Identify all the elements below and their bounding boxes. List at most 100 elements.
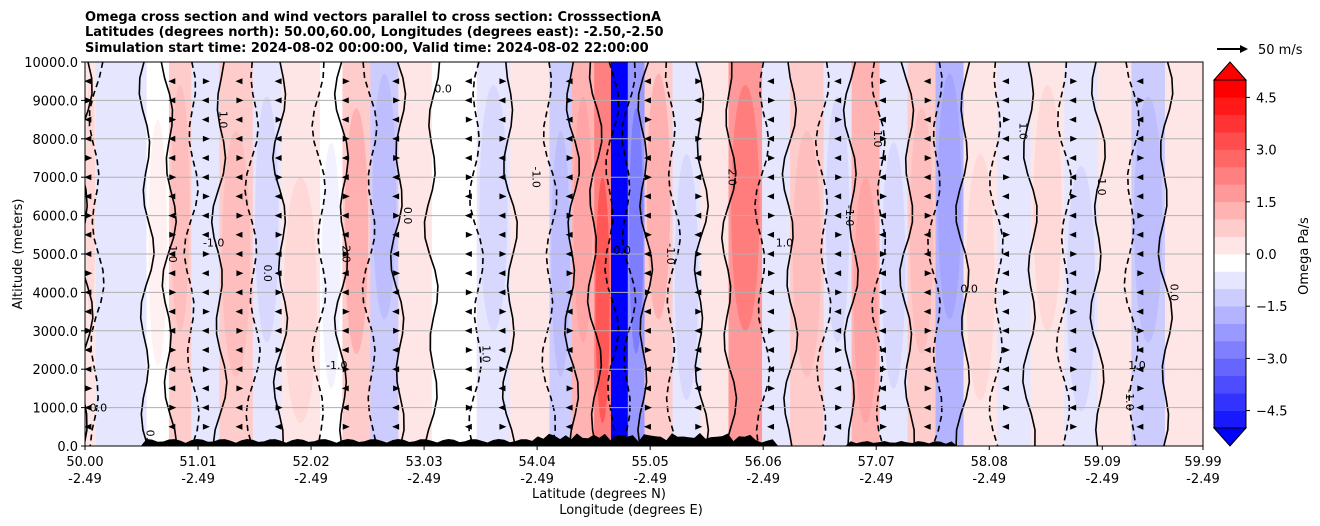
omega-lobe-33: [1033, 85, 1062, 331]
contour-label-13: -1.0: [664, 243, 677, 264]
x-axis-label-longitude: Longitude (degrees E): [559, 503, 703, 518]
contour-label-19: 1.0: [1016, 122, 1029, 140]
colorbar: 4.5 3.0 1.5 0.0 −1.5 −3.0 −4.5: [1212, 61, 1288, 447]
wind-vector-18-14: [1136, 174, 1144, 181]
x-tick-label-lon-7: -2.49: [859, 472, 893, 487]
omega-lobe-14: [513, 165, 547, 412]
wind-vector-2-1: [202, 423, 210, 430]
x-tick-label-lon-0: -2.49: [68, 472, 102, 487]
wind-vector-5-17: [341, 116, 349, 123]
wind-vector-14-5: [878, 347, 886, 353]
x-tick-label-lat-6: 56.06: [745, 455, 782, 470]
wind-vector-1-16: [168, 135, 176, 142]
wind-vector-10-19: [643, 78, 651, 85]
wind-vector-9-13: [565, 193, 573, 200]
wind-vector-14-13: [879, 193, 887, 200]
wind-vector-8-1: [499, 423, 507, 430]
contour-label-7: 2.0: [339, 245, 352, 263]
wind-vector-3-6: [236, 327, 244, 334]
wind-vector-2-15: [201, 155, 209, 161]
omega-lobe-30: [937, 73, 962, 320]
omega-lobe-4: [193, 165, 218, 412]
wind-vector-13-11: [835, 231, 843, 238]
wind-vector-0-13: [85, 193, 92, 200]
wind-vector-7-11: [465, 231, 473, 238]
wind-vector-11-5: [694, 347, 702, 353]
wind-vector-6-19: [392, 78, 400, 85]
wind-vector-2-12: [201, 212, 209, 219]
wind-vector-1-3: [168, 385, 176, 392]
wind-vector-1-18: [168, 97, 176, 104]
wind-vector-8-11: [498, 231, 506, 238]
wind-vector-18-9: [1137, 270, 1145, 277]
wind-vector-2-5: [201, 347, 209, 353]
x-tick-label-lon-1: -2.49: [181, 472, 215, 487]
wind-vector-15-18: [924, 97, 932, 104]
wind-vector-2-7: [202, 308, 210, 315]
wind-vector-14-14: [878, 174, 886, 181]
wind-vector-15-6: [924, 327, 932, 334]
wind-vector-3-7: [235, 308, 243, 315]
omega-lobe-36: [1134, 96, 1163, 343]
omega-lobe-7: [283, 177, 317, 423]
wind-vector-3-5: [235, 347, 243, 353]
wind-vector-17-11: [1069, 231, 1077, 238]
wind-vector-4-2: [275, 404, 283, 411]
wind-vector-4-16: [274, 135, 282, 142]
wind-vector-17-9: [1069, 270, 1077, 277]
wind-vector-9-1: [565, 423, 573, 430]
x-tick-label-lat-7: 57.07: [858, 455, 895, 470]
wind-vector-10-7: [643, 308, 651, 315]
wind-vector-12-1: [767, 423, 775, 430]
wind-vector-4-15: [274, 155, 282, 161]
omega-lobe-37: [1167, 177, 1200, 423]
wind-vector-18-8: [1136, 289, 1144, 296]
colorbar-step-1: [1214, 393, 1246, 411]
wind-vector-7-7: [464, 308, 472, 315]
wind-vector-7-10: [464, 251, 472, 257]
wind-vector-2-13: [202, 193, 210, 200]
wind-vector-0-5: [85, 347, 92, 353]
wind-vector-8-14: [498, 174, 506, 181]
wind-vector-9-12: [566, 212, 574, 219]
wind-vector-16-14: [1003, 174, 1011, 181]
wind-vector-1-9: [168, 270, 176, 277]
wind-vector-5-2: [341, 404, 349, 411]
omega-lobe-27: [853, 177, 878, 423]
wind-vector-4-10: [274, 251, 282, 257]
wind-vector-7-16: [464, 135, 472, 142]
y-tick-label-7: 3000.0: [33, 325, 79, 340]
omega-lobe-17: [595, 177, 610, 423]
y-tick-label-4: 6000.0: [33, 210, 79, 225]
wind-vector-14-9: [878, 270, 886, 277]
wind-vector-16-4: [1002, 366, 1010, 373]
wind-vector-3-2: [235, 404, 243, 411]
wind-vector-8-8: [498, 289, 506, 296]
chart-title-line-3: Simulation start time: 2024-08-02 00:00:…: [85, 41, 649, 56]
wind-vector-14-12: [878, 212, 886, 219]
wind-vector-8-9: [498, 270, 506, 277]
wind-vector-6-9: [393, 270, 401, 277]
wind-vector-11-7: [695, 308, 703, 315]
wind-vector-3-8: [235, 289, 243, 296]
wind-vector-0-2: [85, 404, 92, 411]
wind-vector-9-7: [565, 308, 573, 315]
wind-vector-18-15: [1137, 155, 1145, 161]
colorbar-step-16: [1214, 132, 1246, 150]
wind-vector-3-18: [236, 97, 244, 104]
wind-vector-13-14: [835, 174, 843, 181]
contour-label-5: 0.0: [261, 264, 274, 282]
wind-vector-9-17: [565, 116, 573, 123]
wind-vector-7-3: [464, 385, 472, 392]
wind-vector-9-8: [565, 289, 573, 296]
contour-label-14: 2.0: [725, 168, 738, 186]
wind-vector-13-5: [835, 347, 843, 353]
wind-vector-13-15: [834, 155, 842, 161]
wind-vector-11-8: [694, 289, 702, 296]
colorbar-label: Omega Pa/s: [1297, 217, 1312, 295]
wind-vector-16-5: [1003, 347, 1011, 353]
colorbar-tick-label-1: 3.0: [1256, 144, 1277, 159]
wind-vector-6-1: [392, 423, 400, 430]
y-tick-label-2: 8000.0: [33, 133, 79, 148]
